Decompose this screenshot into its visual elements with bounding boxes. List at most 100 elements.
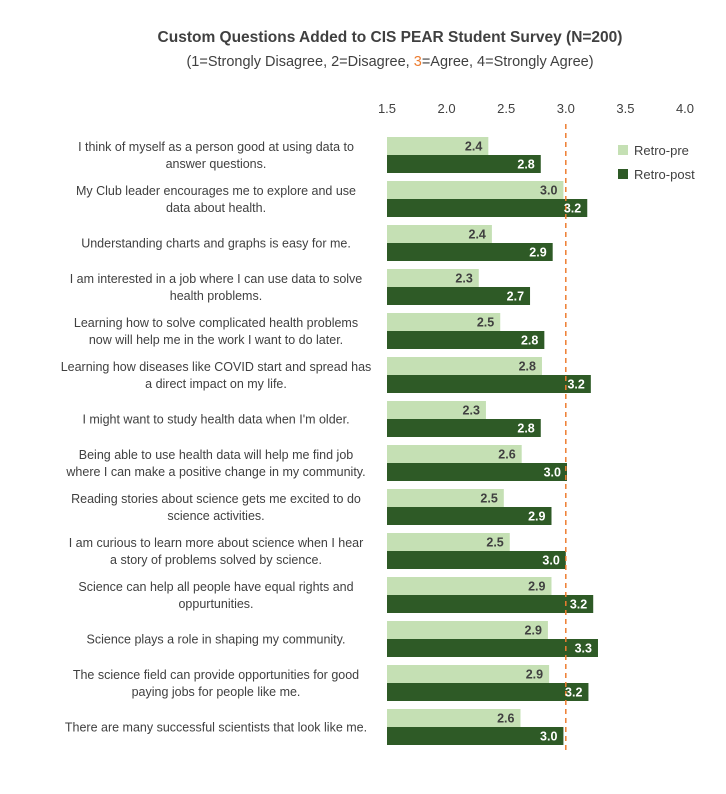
data-label-retro-pre: 2.9 [525, 624, 542, 638]
data-label-retro-post: 2.7 [507, 290, 524, 304]
x-tick-label: 2.5 [497, 101, 515, 116]
category-label-line: answer questions. [166, 157, 267, 171]
category-label-line: Learning how to solve complicated health… [74, 316, 358, 330]
data-label-retro-pre: 2.4 [465, 140, 482, 154]
category-label: I am curious to learn more about science… [69, 536, 364, 567]
x-axis-tick-labels: 1.5 2.0 2.5 3.0 3.5 4.0 [378, 101, 694, 116]
bar-retro-pre [387, 445, 522, 463]
data-label-retro-post: 2.8 [517, 158, 534, 172]
category-label: Science plays a role in shaping my commu… [87, 633, 346, 647]
category-label-line: My Club leader encourages me to explore … [76, 184, 356, 198]
category-label: Learning how to solve complicated health… [74, 316, 358, 347]
category-label: I think of myself as a person good at us… [78, 140, 354, 171]
x-tick-label: 4.0 [676, 101, 694, 116]
bar-retro-pre [387, 357, 542, 375]
category-label-line: Being able to use health data will help … [79, 448, 354, 462]
bar-retro-pre [387, 225, 492, 243]
category-label-line: Science plays a role in shaping my commu… [87, 633, 346, 647]
data-label-retro-post: 3.2 [565, 686, 582, 700]
data-label-retro-pre: 2.5 [477, 316, 494, 330]
bar-retro-post [387, 331, 545, 349]
bar-retro-post [387, 639, 598, 657]
category-label-line: health problems. [170, 289, 262, 303]
category-label-line: science activities. [167, 509, 264, 523]
data-label-retro-post: 3.0 [544, 466, 561, 480]
bar-retro-post [387, 683, 589, 701]
bar-retro-post [387, 595, 594, 613]
category-label-line: The science field can provide opportunit… [73, 668, 359, 682]
category-label-line: I am interested in a job where I can use… [70, 272, 363, 286]
category-label-line: Understanding charts and graphs is easy … [81, 237, 351, 251]
data-label-retro-post: 3.0 [540, 730, 557, 744]
bar-retro-post [387, 507, 552, 525]
chart-title: Custom Questions Added to CIS PEAR Stude… [158, 29, 623, 46]
bar-retro-post [387, 243, 553, 261]
category-label: The science field can provide opportunit… [73, 668, 359, 699]
category-label: Understanding charts and graphs is easy … [81, 237, 351, 251]
data-label-retro-post: 2.8 [517, 422, 534, 436]
data-label-retro-pre: 2.5 [486, 536, 503, 550]
x-tick-label: 3.0 [557, 101, 575, 116]
bar-retro-post [387, 155, 541, 173]
legend-label-retro-pre: Retro-pre [634, 143, 689, 158]
bar-retro-post [387, 463, 567, 481]
data-label-retro-post: 2.8 [521, 334, 538, 348]
bar-retro-pre [387, 665, 550, 683]
data-label-retro-pre: 2.9 [526, 668, 543, 682]
bar-series [387, 137, 598, 745]
x-tick-label: 2.0 [438, 101, 456, 116]
category-label-line: There are many successful scientists tha… [65, 721, 367, 735]
bar-retro-post [387, 551, 566, 569]
bar-retro-pre [387, 489, 504, 507]
category-label: Being able to use health data will help … [65, 448, 365, 479]
data-label-retro-pre: 2.3 [455, 272, 472, 286]
category-label: I might want to study health data when I… [82, 413, 349, 427]
data-label-retro-pre: 2.6 [498, 448, 515, 462]
bar-retro-pre [387, 709, 521, 727]
category-label-line: Learning how diseases like COVID start a… [61, 360, 372, 374]
data-label-retro-pre: 3.0 [540, 184, 557, 198]
category-label-line: paying jobs for people like me. [132, 685, 301, 699]
bar-retro-post [387, 375, 591, 393]
legend-swatch-retro-pre [618, 145, 628, 155]
category-label: There are many successful scientists tha… [65, 721, 367, 735]
category-label: My Club leader encourages me to explore … [76, 184, 356, 215]
category-label-line: I think of myself as a person good at us… [78, 140, 354, 154]
category-label: Learning how diseases like COVID start a… [61, 360, 372, 391]
category-label-line: data about health. [166, 201, 266, 215]
category-label: Reading stories about science gets me ex… [71, 492, 361, 523]
category-label-line: Reading stories about science gets me ex… [71, 492, 361, 506]
data-label-retro-pre: 2.5 [480, 492, 497, 506]
category-label-line: a direct impact on my life. [145, 377, 287, 391]
data-label-retro-pre: 2.4 [469, 228, 486, 242]
bar-retro-pre [387, 269, 479, 287]
bar-retro-post [387, 727, 564, 745]
data-label-retro-pre: 2.3 [463, 404, 480, 418]
category-labels: I think of myself as a person good at us… [61, 140, 372, 735]
bar-retro-pre [387, 181, 564, 199]
data-label-retro-post: 3.3 [575, 642, 592, 656]
bar-retro-pre [387, 313, 501, 331]
data-label-retro-post: 3.0 [542, 554, 559, 568]
subtitle-part-1: (1=Strongly Disagree, 2=Disagree, [186, 54, 413, 70]
data-label-retro-post: 3.2 [570, 598, 587, 612]
legend-swatch-retro-post [618, 169, 628, 179]
bar-retro-pre [387, 621, 548, 639]
category-label-line: where I can make a positive change in my… [65, 465, 365, 479]
bar-retro-pre [387, 533, 510, 551]
data-label-retro-pre: 2.9 [528, 580, 545, 594]
chart-subtitle: (1=Strongly Disagree, 2=Disagree, 3=Agre… [186, 54, 593, 70]
bar-retro-post [387, 287, 531, 305]
bar-retro-post [387, 419, 541, 437]
category-label-line: oppurtunities. [178, 597, 253, 611]
data-label-retro-post: 3.2 [564, 202, 581, 216]
data-label-retro-pre: 2.6 [497, 712, 514, 726]
subtitle-part-2: =Agree, 4=Strongly Agree) [422, 54, 594, 70]
bar-retro-pre [387, 577, 552, 595]
x-tick-label: 1.5 [378, 101, 396, 116]
category-label-line: I might want to study health data when I… [82, 413, 349, 427]
data-label-retro-post: 2.9 [529, 246, 546, 260]
category-label: Science can help all people have equal r… [78, 580, 353, 611]
bar-retro-pre [387, 137, 489, 155]
